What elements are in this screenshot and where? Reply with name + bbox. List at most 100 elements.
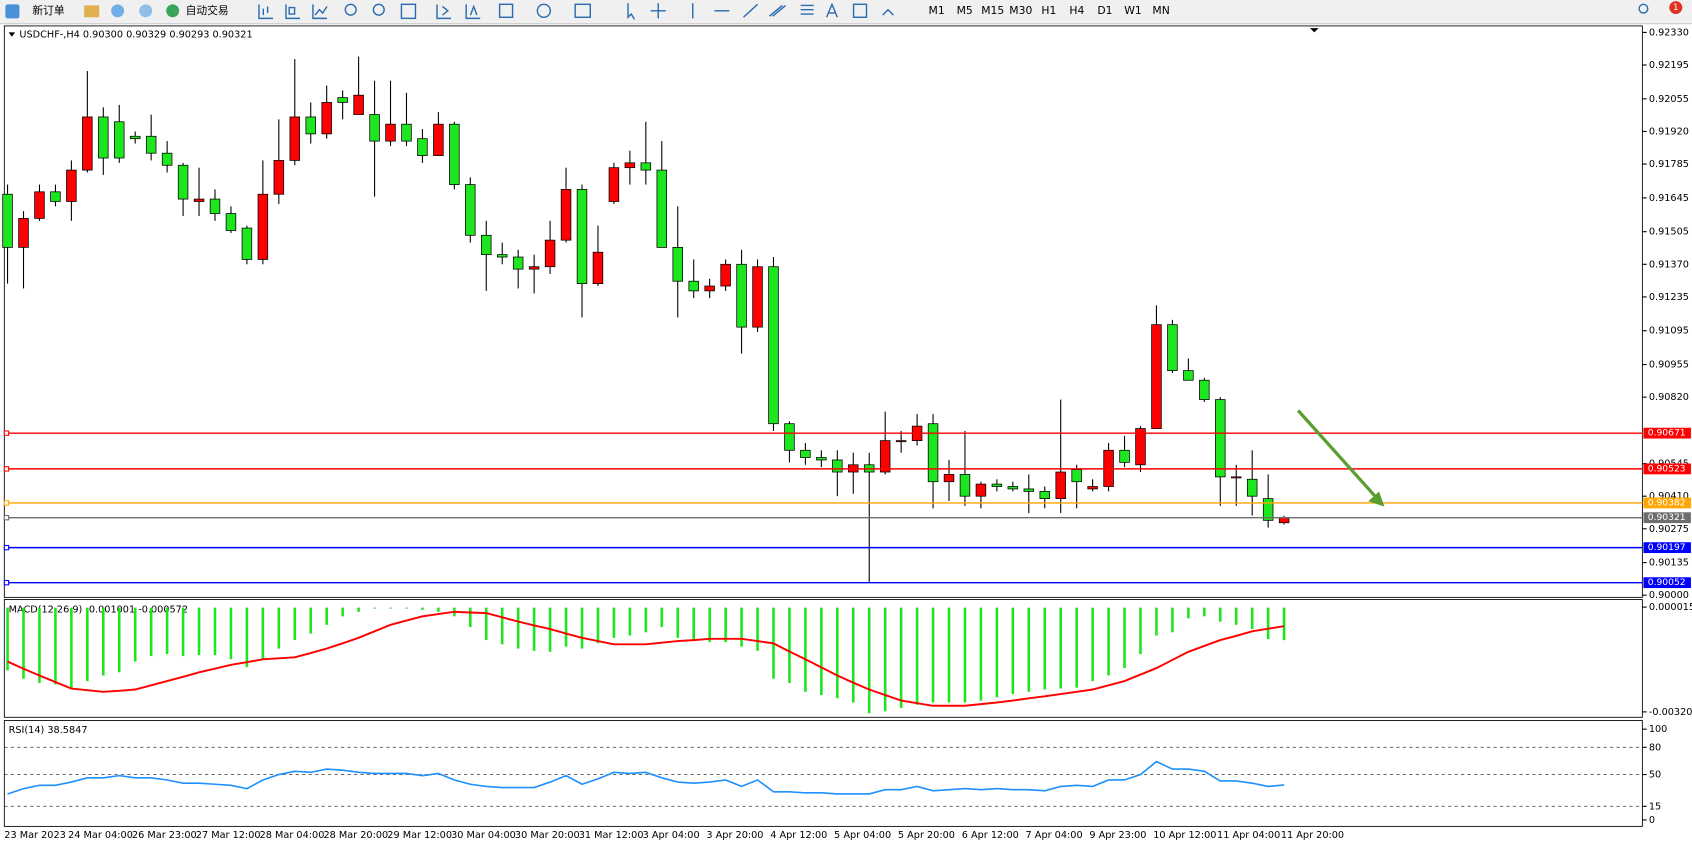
arrows-tool[interactable] bbox=[882, 8, 894, 16]
candle-body bbox=[1119, 449, 1130, 463]
x-tick-label: 30 Mar 20:00 bbox=[515, 830, 580, 841]
toolbar-icon[interactable] bbox=[84, 5, 100, 18]
timeframe-button[interactable]: H1 bbox=[1041, 4, 1056, 17]
timeframe-button[interactable]: D1 bbox=[1097, 4, 1112, 17]
trendline[interactable] bbox=[743, 3, 758, 18]
new-order-icon[interactable] bbox=[5, 4, 20, 19]
candle-body bbox=[305, 116, 316, 135]
new-order-button[interactable]: 新订单 bbox=[32, 4, 65, 17]
y-tick-label: 0.91505 bbox=[1649, 227, 1689, 238]
timeframe-button[interactable]: H4 bbox=[1069, 4, 1084, 17]
price-tag bbox=[1643, 512, 1691, 524]
notification-count: 1 bbox=[1673, 3, 1678, 13]
candle-tool[interactable] bbox=[285, 4, 300, 20]
candle-body bbox=[369, 114, 380, 142]
candle-body bbox=[321, 102, 332, 135]
x-tick-label: 11 Apr 20:00 bbox=[1281, 830, 1344, 841]
y-tick-label: 0.000015 bbox=[1649, 602, 1692, 613]
auto-trading-button[interactable]: 自动交易 bbox=[186, 4, 229, 17]
candle-body bbox=[417, 138, 428, 156]
pane-title: MACD(12,26,9) -0.001001 -0.000572 bbox=[9, 604, 188, 615]
crosshair[interactable] bbox=[650, 3, 666, 19]
indicators[interactable] bbox=[498, 3, 514, 18]
candle-body bbox=[1246, 478, 1258, 497]
candle-body bbox=[560, 189, 572, 241]
timeframe-button[interactable]: M1 bbox=[929, 4, 945, 17]
zoom-out[interactable] bbox=[372, 3, 385, 16]
x-tick-label: 24 Mar 04:00 bbox=[68, 830, 133, 841]
x-tick-label: 10 Apr 12:00 bbox=[1153, 830, 1216, 841]
bar-chart-tool[interactable] bbox=[258, 4, 274, 20]
tile-windows[interactable] bbox=[400, 3, 417, 20]
y-tick-label: -0.003208 bbox=[1649, 707, 1692, 718]
rsi-pane bbox=[3, 720, 1643, 827]
candle-body bbox=[2, 193, 13, 248]
candle-body bbox=[672, 247, 683, 282]
candle-body bbox=[433, 123, 444, 156]
indicator-value: 0.90329 bbox=[126, 30, 166, 41]
search[interactable] bbox=[1638, 3, 1649, 14]
chart-shift[interactable] bbox=[465, 4, 481, 20]
candle-body bbox=[401, 123, 412, 142]
label-tool[interactable] bbox=[852, 3, 868, 18]
x-tick-label: 26 Mar 23:00 bbox=[132, 830, 197, 841]
candle-body bbox=[608, 167, 620, 202]
y-tick-label: 50 bbox=[1649, 770, 1661, 781]
x-tick-label: 28 Mar 20:00 bbox=[323, 830, 388, 841]
line-tool[interactable] bbox=[312, 4, 328, 20]
candle-body bbox=[816, 457, 827, 461]
candle-body bbox=[512, 256, 524, 270]
timeframe-button[interactable]: W1 bbox=[1124, 4, 1142, 17]
price-tag-label: 0.90523 bbox=[1648, 463, 1686, 474]
y-tick-label: 0.90000 bbox=[1649, 590, 1689, 601]
candle-body bbox=[704, 285, 715, 292]
x-tick-label: 30 Mar 04:00 bbox=[451, 830, 516, 841]
text-tool[interactable] bbox=[825, 2, 839, 18]
templates[interactable] bbox=[574, 3, 591, 18]
notification-badge[interactable] bbox=[1669, 1, 1683, 15]
y-tick-label: 0.91645 bbox=[1649, 193, 1689, 204]
rsi-line bbox=[7, 760, 1285, 795]
arrow-shaft bbox=[1296, 409, 1376, 497]
candle-body bbox=[496, 254, 508, 258]
shift-marker bbox=[1310, 28, 1319, 33]
y-tick-label: 0.92195 bbox=[1649, 60, 1689, 71]
candle-body bbox=[98, 116, 109, 159]
indicator-name: USDCHF-,H4 bbox=[19, 30, 79, 41]
x-tick-label: 31 Mar 12:00 bbox=[579, 830, 644, 841]
candle-body bbox=[50, 191, 61, 202]
x-tick-label: 7 Apr 04:00 bbox=[1026, 830, 1083, 841]
zoom-in[interactable] bbox=[344, 3, 357, 16]
auto-trading-icon[interactable] bbox=[166, 4, 180, 18]
candle-body bbox=[481, 234, 492, 256]
plots: USDCHF-,H4 0.90300 0.90329 0.90293 0.903… bbox=[2, 27, 1692, 841]
candle-body bbox=[720, 263, 731, 287]
candle-body bbox=[82, 116, 93, 171]
timeframe-button[interactable]: M5 bbox=[957, 4, 973, 17]
timeframe-button[interactable]: MN bbox=[1152, 4, 1169, 17]
candle-body bbox=[592, 251, 604, 284]
toolbar-icon[interactable] bbox=[139, 4, 153, 18]
cursor[interactable] bbox=[627, 3, 636, 20]
candle-body bbox=[385, 123, 396, 142]
periods[interactable] bbox=[536, 3, 552, 18]
toolbar-icon[interactable] bbox=[111, 4, 125, 18]
candle-body bbox=[688, 280, 699, 292]
signal-line bbox=[7, 610, 1285, 707]
candle-body bbox=[624, 162, 636, 169]
candle-body bbox=[528, 266, 540, 270]
level-handle bbox=[3, 579, 10, 586]
timeframe-button[interactable]: M15 bbox=[981, 4, 1004, 17]
channel[interactable] bbox=[768, 4, 787, 17]
y-tick-label: 0.91785 bbox=[1649, 159, 1689, 170]
x-tick-label: 5 Apr 20:00 bbox=[898, 830, 955, 841]
autoscroll[interactable] bbox=[436, 4, 452, 20]
candle-body bbox=[465, 184, 476, 236]
candle-body bbox=[784, 423, 795, 451]
fibonacci[interactable] bbox=[800, 4, 814, 15]
timeframe-button[interactable]: M30 bbox=[1009, 4, 1032, 17]
candle-body bbox=[576, 189, 588, 284]
price-tag bbox=[1643, 497, 1691, 509]
candle-body bbox=[18, 218, 29, 248]
